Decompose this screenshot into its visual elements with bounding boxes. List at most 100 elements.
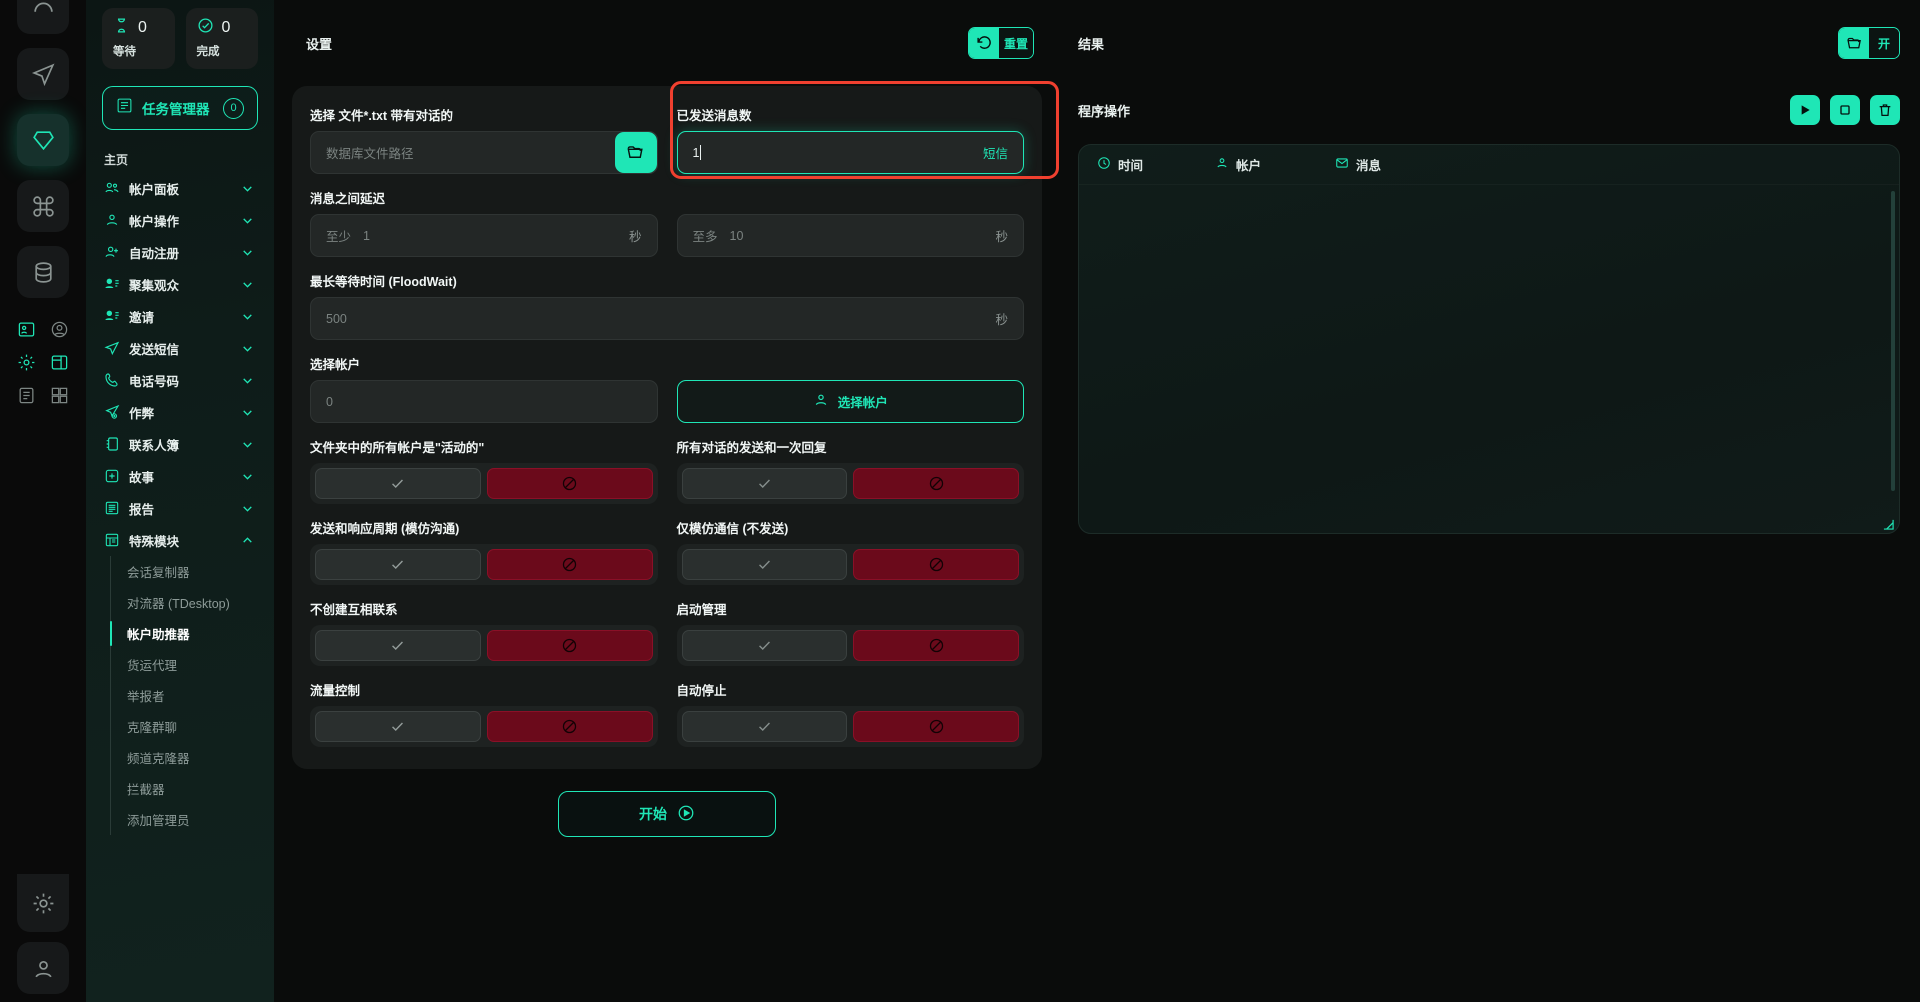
delay-max-suffix: 秒 xyxy=(995,230,1008,244)
sidebar-item-invite[interactable]: 邀请 xyxy=(102,300,258,332)
delay-max-input[interactable]: 至多 10 秒 xyxy=(676,214,1024,257)
navigate-icon[interactable] xyxy=(17,48,69,100)
gear-icon[interactable] xyxy=(17,353,36,372)
ban-icon[interactable] xyxy=(486,468,653,499)
sidebar-item-special-modules[interactable]: 特殊模块 xyxy=(102,524,258,556)
chevron-down-icon[interactable] xyxy=(241,470,254,483)
check-icon[interactable] xyxy=(681,630,848,661)
floodwait-input[interactable]: 500 秒 xyxy=(310,297,1024,340)
user-circle-icon[interactable] xyxy=(50,320,69,339)
check-icon[interactable] xyxy=(681,549,848,580)
chevron-down-icon[interactable] xyxy=(241,438,254,451)
submenu-item-account-booster[interactable]: 帐户助推器 xyxy=(109,618,258,649)
sidebar-item-reports[interactable]: 报告 xyxy=(102,492,258,524)
ban-icon[interactable] xyxy=(486,549,653,580)
submenu-item-channel-cloner[interactable]: 频道克隆器 xyxy=(127,752,190,766)
task-manager-button[interactable]: 任务管理器 0 xyxy=(102,86,258,130)
chevron-down-icon[interactable] xyxy=(241,342,254,355)
arc-icon[interactable] xyxy=(17,0,69,34)
phone-icon xyxy=(104,372,120,388)
ban-icon[interactable] xyxy=(853,549,1019,580)
check-icon[interactable] xyxy=(681,711,848,742)
delay-min-input[interactable]: 至少 1 秒 xyxy=(310,214,658,257)
check-icon[interactable] xyxy=(315,711,481,742)
check-icon[interactable] xyxy=(315,468,481,499)
check-icon[interactable] xyxy=(315,630,481,661)
ban-icon[interactable] xyxy=(486,630,653,661)
database-icon[interactable] xyxy=(17,246,69,298)
stop-button[interactable] xyxy=(1830,95,1860,125)
submenu-item-clone-group-chat[interactable]: 克隆群聊 xyxy=(127,721,178,735)
results-table: 时间 帐户 消息 xyxy=(1078,144,1900,534)
delay-min-value: 1 xyxy=(363,228,370,243)
folder-open-icon[interactable] xyxy=(614,132,657,173)
diamond-icon[interactable] xyxy=(17,114,69,166)
contacts-card-icon[interactable] xyxy=(17,320,36,339)
ban-icon[interactable] xyxy=(853,711,1019,742)
delete-button[interactable] xyxy=(1870,95,1900,125)
table-scrollbar[interactable] xyxy=(1891,191,1895,491)
column-header-label: 消息 xyxy=(1356,159,1382,173)
submenu-item-reporter[interactable]: 举报者 xyxy=(127,690,165,704)
column-header-message[interactable]: 消息 xyxy=(1335,155,1381,174)
chevron-down-icon[interactable] xyxy=(241,502,254,515)
sidebar-item-label: 发送短信 xyxy=(129,342,180,357)
check-icon[interactable] xyxy=(315,549,481,580)
sidebar-item-account-actions[interactable]: 帐户操作 xyxy=(102,204,258,236)
open-folder-button[interactable]: 开 xyxy=(1838,27,1900,59)
column-header-account[interactable]: 帐户 xyxy=(1215,155,1335,174)
sidebar-item-send-sms[interactable]: 发送短信 xyxy=(102,332,258,364)
account-count-input[interactable]: 0 xyxy=(310,380,658,423)
ban-icon[interactable] xyxy=(853,630,1019,661)
chevron-down-icon[interactable] xyxy=(241,246,254,259)
play-button[interactable] xyxy=(1790,95,1820,125)
ban-icon[interactable] xyxy=(486,711,653,742)
chevron-down-icon[interactable] xyxy=(241,310,254,323)
resize-grip-icon[interactable] xyxy=(1883,517,1894,530)
chevron-down-icon[interactable] xyxy=(241,278,254,291)
start-label: 开始 xyxy=(639,806,667,822)
sidebar-item-gather-audience[interactable]: 聚集观众 xyxy=(102,268,258,300)
submenu-item-session-copier[interactable]: 会话复制器 xyxy=(127,566,190,580)
account-field-block: 选择帐户 0 选择帐户 xyxy=(310,354,1024,423)
sidebar-item-label: 故事 xyxy=(129,470,155,485)
ban-icon[interactable] xyxy=(853,468,1019,499)
submenu-item-converter-tdesktop[interactable]: 对流器 (TDesktop) xyxy=(127,597,230,611)
sidebar-item-contact-book[interactable]: 联系人簿 xyxy=(102,428,258,460)
start-button[interactable]: 开始 xyxy=(558,791,776,837)
user-icon xyxy=(1215,156,1229,173)
settings-gear-icon[interactable] xyxy=(17,874,69,932)
column-header-time[interactable]: 时间 xyxy=(1097,155,1215,174)
send-plus-icon xyxy=(104,404,120,420)
toggle-group xyxy=(676,544,1024,585)
check-icon[interactable] xyxy=(681,468,848,499)
play-circle-icon xyxy=(677,804,695,825)
chevron-down-icon[interactable] xyxy=(241,374,254,387)
chevron-down-icon[interactable] xyxy=(241,406,254,419)
chevron-down-icon[interactable] xyxy=(241,214,254,227)
chevron-down-icon[interactable] xyxy=(241,182,254,195)
window-icon[interactable] xyxy=(50,353,69,372)
command-icon[interactable] xyxy=(17,180,69,232)
sidebar-item-cheat[interactable]: 作弊 xyxy=(102,396,258,428)
grid-icon[interactable] xyxy=(50,386,69,405)
stat-done: 0 完成 xyxy=(185,8,258,69)
submenu-item-add-admin[interactable]: 添加管理员 xyxy=(127,814,190,828)
toggle-group xyxy=(676,706,1024,747)
select-account-button[interactable]: 选择帐户 xyxy=(676,380,1024,423)
reset-button[interactable]: 重置 xyxy=(968,27,1034,59)
notes-icon[interactable] xyxy=(17,386,36,405)
chevron-up-icon[interactable] xyxy=(241,534,254,547)
sidebar-item-stories[interactable]: 故事 xyxy=(102,460,258,492)
toggles-grid: 文件夹中的所有帐户是"活动的" 所有对话的发送和一次回复 xyxy=(310,437,1024,747)
sidebar-item-auto-register[interactable]: 自动注册 xyxy=(102,236,258,268)
submenu-item-blocker[interactable]: 拦截器 xyxy=(127,783,165,797)
sidebar-item-accounts-panel[interactable]: 帐户面板 xyxy=(102,172,258,204)
sidebar-item-phone-numbers[interactable]: 电话号码 xyxy=(102,364,258,396)
user-avatar-icon[interactable] xyxy=(17,942,69,994)
submenu-item-freight-agent[interactable]: 货运代理 xyxy=(127,659,178,673)
content-area: 设置 重置 选择 文件*.txt 带有对话的 数据库文件路径 xyxy=(274,0,1920,1002)
toggle-group xyxy=(676,625,1024,666)
sent-count-input[interactable]: 1 短信 xyxy=(676,131,1024,174)
file-path-input[interactable]: 数据库文件路径 xyxy=(310,131,658,174)
